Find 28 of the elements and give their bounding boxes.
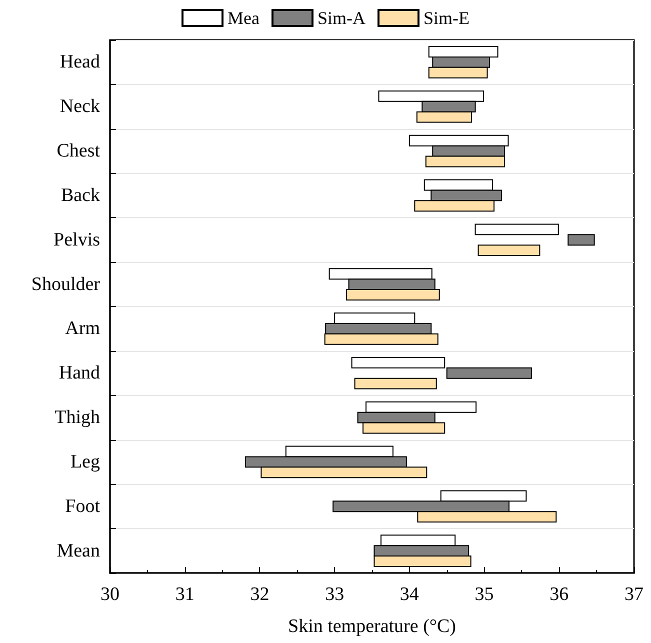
y-tick-label: Neck (60, 96, 100, 118)
y-tick-label: Arm (65, 318, 100, 340)
y-tick-label: Thigh (54, 407, 100, 428)
y-tick-label: Chest (56, 140, 101, 162)
x-tick-label: 34 (400, 584, 420, 605)
legend-label: Mea (228, 8, 260, 28)
y-tick-label: Pelvis (54, 229, 100, 250)
bar (474, 224, 559, 236)
bar (354, 378, 437, 390)
y-tick-label: Head (60, 52, 100, 73)
y-tick-label: Mean (56, 540, 100, 562)
legend-label: Sim-E (423, 8, 470, 28)
bar (568, 234, 595, 246)
legend-label: Sim-A (317, 8, 366, 28)
x-axis-title: Skin temperature (°C) (288, 616, 456, 637)
x-tick-label: 35 (474, 584, 494, 605)
bar (478, 244, 540, 256)
y-tick-label: Foot (65, 496, 101, 517)
x-tick-label: 33 (325, 584, 344, 605)
x-tick-label: 36 (550, 584, 569, 605)
y-tick-label: Shoulder (31, 274, 101, 295)
x-tick-label: 37 (624, 584, 644, 605)
y-tick-label: Back (60, 184, 100, 206)
x-tick-label: 30 (100, 584, 120, 605)
x-tick-label: 32 (250, 584, 270, 605)
y-tick-label: Leg (70, 451, 100, 472)
x-tick-label: 31 (175, 584, 194, 605)
y-tick-label: Hand (58, 362, 100, 384)
